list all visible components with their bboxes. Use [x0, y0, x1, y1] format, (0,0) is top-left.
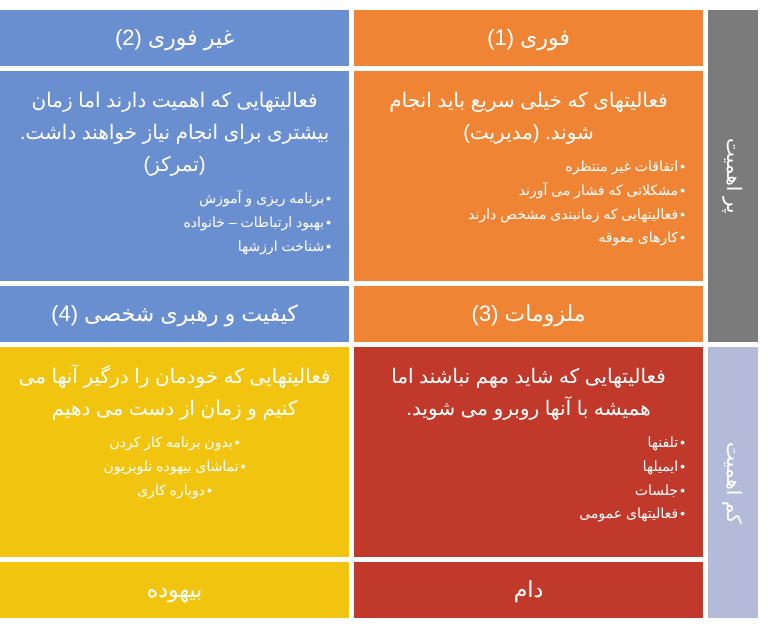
list-item: تلفنها: [372, 431, 685, 455]
priority-matrix: پر اهمیت فوری (1) غیر فوری (2) فعالیتهای…: [0, 0, 768, 628]
footer-trap: دام: [354, 562, 703, 618]
side-label-not-important: کم اهمیت: [708, 347, 758, 618]
side-label-important: پر اهمیت: [708, 10, 758, 342]
list-item: دوباره کاری: [18, 479, 331, 503]
quadrant-4-title: فعالیتهایی که خودمان را درگیر آنها می کن…: [18, 361, 331, 425]
header-not-urgent: غیر فوری (2): [0, 10, 349, 66]
quadrant-1: فعالیتهای که خیلی سریع باید انجام شوند. …: [354, 71, 703, 281]
list-item: تماشای بیهوده تلویزیون: [18, 455, 331, 479]
header-urgent: فوری (1): [354, 10, 703, 66]
quadrant-2: فعالیتهایی که اهمیت دارند اما زمان بیشتر…: [0, 71, 349, 281]
quadrant-4-list: بدون برنامه کار کردنتماشای بیهوده تلویزی…: [18, 431, 331, 502]
list-item: مشکلاتی که فشار می آورند: [372, 179, 685, 203]
quadrant-1-list: اتفاقات غیر منتظرهمشکلاتی که فشار می آور…: [372, 155, 685, 250]
list-item: برنامه ریزی و آموزش: [18, 187, 331, 211]
list-item: بهبود ارتباطات – خانواده: [18, 211, 331, 235]
quadrant-2-title: فعالیتهایی که اهمیت دارند اما زمان بیشتر…: [18, 85, 331, 181]
header-quality: کیفیت و رهبری شخصی (4): [0, 286, 349, 342]
list-item: ایمیلها: [372, 455, 685, 479]
quadrant-1-title: فعالیتهای که خیلی سریع باید انجام شوند. …: [372, 85, 685, 149]
quadrant-3: فعالیتهایی که شاید مهم نباشند اما همیشه …: [354, 347, 703, 557]
footer-waste: بیهوده: [0, 562, 349, 618]
list-item: فعالیتهایی که زمانبندی مشخص دارند: [372, 203, 685, 227]
list-item: جلسات: [372, 479, 685, 503]
list-item: کارهای معوقه: [372, 226, 685, 250]
quadrant-4: فعالیتهایی که خودمان را درگیر آنها می کن…: [0, 347, 349, 557]
quadrant-2-list: برنامه ریزی و آموزشبهبود ارتباطات – خانو…: [18, 187, 331, 258]
quadrant-3-list: تلفنهاایمیلهاجلساتفعالیتهای عمومی: [372, 431, 685, 526]
header-necessities: ملزومات (3): [354, 286, 703, 342]
list-item: اتفاقات غیر منتظره: [372, 155, 685, 179]
list-item: بدون برنامه کار کردن: [18, 431, 331, 455]
list-item: فعالیتهای عمومی: [372, 502, 685, 526]
quadrant-3-title: فعالیتهایی که شاید مهم نباشند اما همیشه …: [372, 361, 685, 425]
list-item: شناخت ارزشها: [18, 235, 331, 259]
